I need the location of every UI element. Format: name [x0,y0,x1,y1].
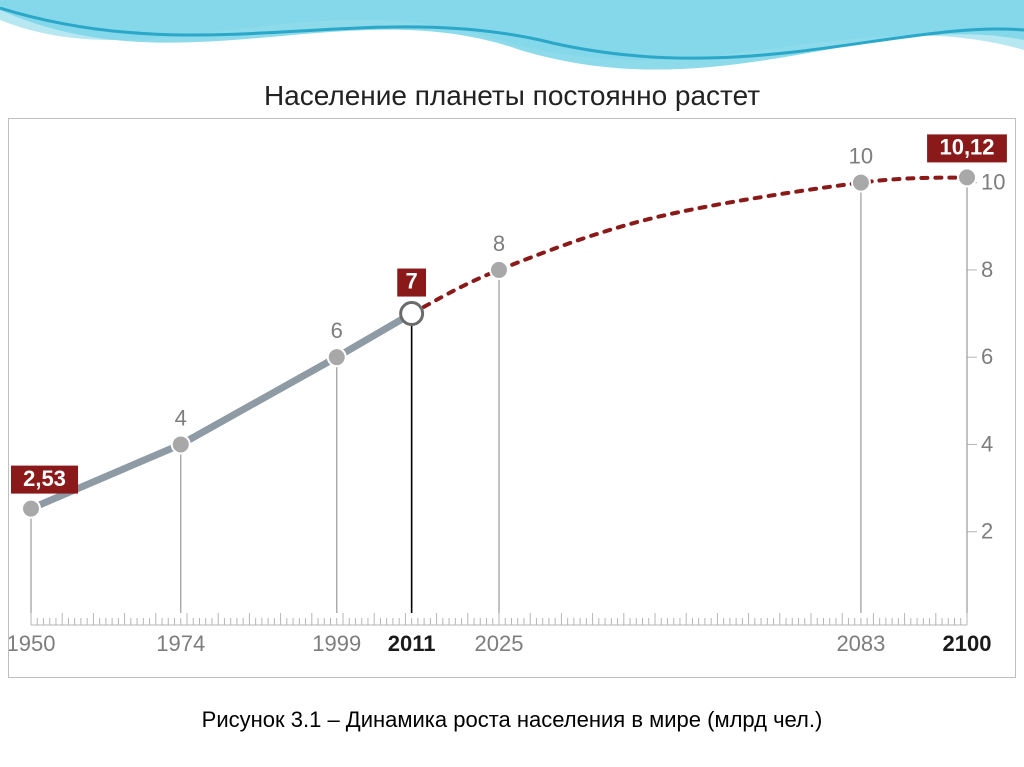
data-marker [401,303,423,325]
data-marker [22,500,40,518]
value-label: 8 [493,231,505,256]
x-axis-label: 2100 [943,631,992,656]
value-label: 6 [331,318,343,343]
line-historical [31,314,412,509]
value-label: 4 [175,405,187,430]
page: Население планеты постоянно растет 19501… [0,0,1024,767]
data-marker [958,168,976,186]
y-axis-label: 8 [981,257,993,282]
y-axis-label: 4 [981,431,993,456]
data-marker [852,174,870,192]
x-axis-label: 2025 [475,631,524,656]
value-badge-text: 2,53 [23,466,66,491]
value-label: 10 [849,144,873,169]
data-marker [328,348,346,366]
x-axis-label: 1974 [156,631,205,656]
value-badge-text: 10,12 [939,135,994,160]
x-axis-label: 1950 [9,631,55,656]
x-axis-label: 1999 [312,631,361,656]
figure-caption: Рисунок 3.1 – Динамика роста населения в… [0,707,1024,733]
value-badge-text: 7 [406,269,418,294]
y-axis-label: 2 [981,519,993,544]
page-title: Население планеты постоянно растет [0,80,1024,112]
data-marker [172,435,190,453]
x-axis-label: 2011 [388,631,436,656]
population-chart: 1950 1974 1999 2011 2025 2083 2100 2 4 6 8 10 2,53 4 6… [9,119,1017,679]
y-axis-label: 6 [981,344,993,369]
chart-frame: 1950 1974 1999 2011 2025 2083 2100 2 4 6 8 10 2,53 4 6… [8,118,1016,678]
x-axis-label: 2083 [836,631,885,656]
y-axis-label: 10 [981,170,1005,195]
data-marker [490,261,508,279]
